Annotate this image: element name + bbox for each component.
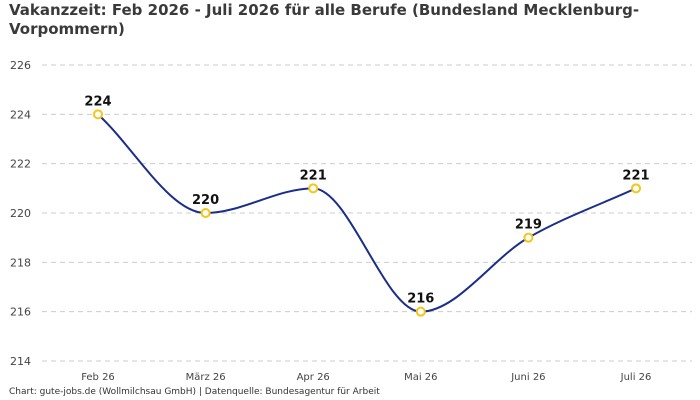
- data-label: 216: [407, 292, 434, 307]
- data-label: 219: [515, 218, 542, 233]
- x-tick-label: Juni 26: [510, 372, 545, 383]
- data-markers: [93, 109, 641, 317]
- data-point: [631, 183, 641, 194]
- y-tick-label: 226: [10, 59, 31, 72]
- x-tick-label: März 26: [186, 372, 226, 383]
- y-tick-label: 220: [10, 207, 31, 220]
- y-tick-label: 222: [10, 158, 31, 171]
- y-tick-label: 216: [10, 306, 31, 319]
- y-tick-label: 214: [10, 355, 31, 368]
- x-tick-label: Feb 26: [81, 372, 115, 383]
- data-point: [200, 208, 211, 218]
- data-point: [308, 183, 319, 194]
- gridlines: [42, 64, 692, 362]
- y-axis-ticks: 214 216 218 220 222 224 226: [10, 59, 31, 368]
- x-tick-label: Mai 26: [404, 372, 437, 383]
- data-label: 224: [84, 94, 111, 109]
- chart-source-footer: Chart: gute-jobs.de (Wollmilchsau GmbH) …: [9, 387, 380, 397]
- data-label: 221: [622, 168, 649, 183]
- data-point: [415, 306, 426, 317]
- data-label: 220: [192, 193, 219, 208]
- data-point: [93, 109, 103, 120]
- y-tick-label: 224: [10, 108, 31, 121]
- y-tick-label: 218: [10, 256, 31, 269]
- data-label: 221: [300, 168, 327, 183]
- x-axis-ticks: Feb 26 März 26 Apr 26 Mai 26 Juni 26 Juli 26: [81, 372, 651, 383]
- data-labels: 224 220 221 216 219 221: [84, 94, 649, 306]
- x-tick-label: Juli 26: [620, 372, 652, 383]
- data-point: [523, 232, 534, 243]
- chart-title: Vakanzzeit: Feb 2026 - Juli 2026 für all…: [9, 1, 640, 38]
- x-tick-label: Apr 26: [297, 372, 330, 383]
